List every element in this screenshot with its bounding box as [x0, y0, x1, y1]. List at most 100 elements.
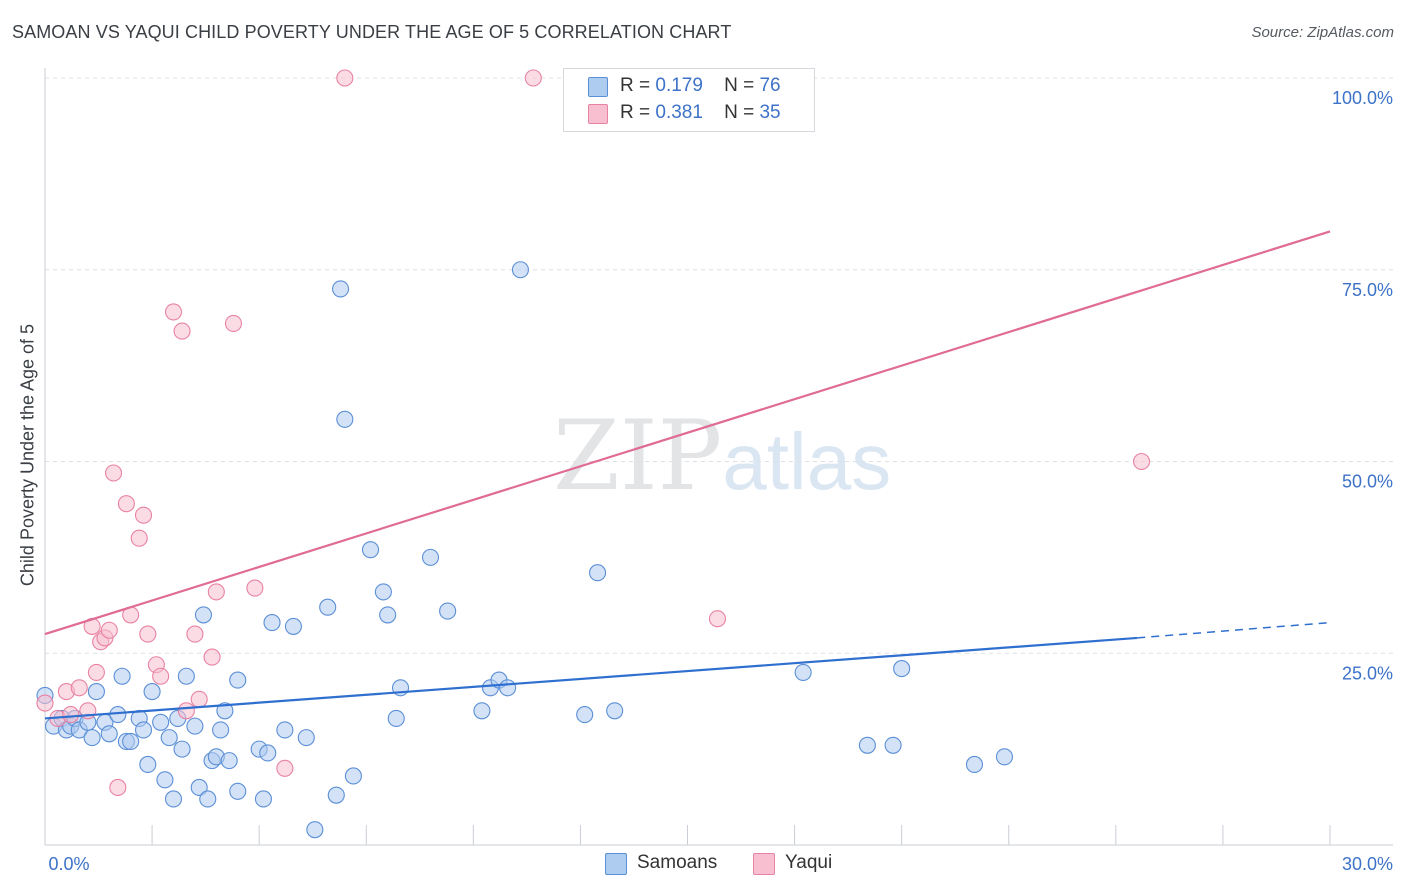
samoan-point	[319, 598, 337, 616]
samoan-point	[83, 729, 101, 747]
yaqui-point	[139, 625, 157, 643]
samoan-point	[794, 663, 812, 681]
samoan-point	[173, 740, 191, 758]
yaqui-n-value: 35	[759, 102, 781, 123]
samoan-point	[229, 782, 247, 800]
yaqui-point	[36, 694, 54, 712]
samoan-point	[263, 614, 281, 632]
samoan-point	[336, 410, 354, 428]
yaqui-point	[104, 464, 123, 482]
samoan-point	[190, 778, 208, 797]
x-tick-label: 30.0%	[1342, 854, 1393, 874]
samoan-point	[122, 732, 140, 751]
yaqui-n-label: N =	[724, 102, 755, 123]
samoan-point	[327, 786, 345, 804]
samoan-point	[276, 721, 294, 739]
yaqui-point	[117, 495, 135, 513]
y-tick-label: 50.0%	[1342, 472, 1393, 492]
yaqui-swatch	[588, 104, 608, 124]
samoans-swatch	[588, 77, 608, 97]
bottom-samoans-label: Samoans	[637, 852, 718, 873]
yaqui-point	[190, 690, 208, 708]
yaqui-point	[134, 506, 153, 524]
samoan-point	[284, 617, 302, 635]
chart-title: SAMOAN VS YAQUI CHILD POVERTY UNDER THE …	[12, 22, 732, 42]
yaqui-point	[207, 583, 225, 601]
samoan-point	[152, 713, 170, 731]
yaqui-point	[708, 610, 727, 628]
samoan-point	[297, 729, 315, 747]
x-tick-label: 0.0%	[48, 854, 89, 874]
samoan-point	[186, 717, 204, 735]
samoans-n-label: N =	[724, 75, 755, 96]
samoan-point	[473, 702, 491, 720]
yaqui-point	[173, 322, 191, 340]
samoan-point	[139, 755, 157, 774]
samoan-point	[361, 541, 380, 559]
yaqui-point	[70, 679, 88, 697]
samoan-point	[229, 671, 247, 689]
samoan-point	[194, 606, 213, 624]
watermark-zip: ZIP	[553, 400, 723, 512]
samoan-point	[884, 736, 902, 754]
y-axis-label: Child Poverty Under the Age of 5	[17, 323, 38, 587]
samoan-point	[87, 683, 105, 701]
yaqui-r-value: 0.381	[655, 102, 703, 123]
yaqui-point	[186, 625, 204, 643]
samoan-point	[113, 667, 131, 685]
samoan-point	[344, 767, 362, 785]
samoan-point	[576, 706, 594, 724]
samoan-point	[421, 548, 440, 566]
yaqui-r-label: R =	[620, 102, 651, 123]
yaqui-point	[224, 314, 243, 332]
yaqui-point	[1132, 452, 1151, 471]
samoan-point	[306, 821, 324, 839]
samoan-point	[164, 790, 183, 808]
samoan-point	[212, 721, 230, 739]
yaqui-point	[109, 778, 127, 797]
samoan-point	[439, 602, 457, 620]
yaqui-point	[87, 663, 105, 681]
yaqui-point	[524, 69, 542, 87]
yaqui-point	[177, 702, 195, 720]
yaqui-point	[336, 69, 354, 87]
samoan-point	[100, 725, 118, 743]
samoan-point	[331, 280, 350, 298]
yaqui-point	[164, 303, 183, 321]
samoan-point	[134, 721, 153, 739]
samoans-r-value: 0.179	[655, 75, 703, 96]
y-tick-label: 25.0%	[1342, 663, 1393, 683]
samoan-point	[259, 744, 277, 762]
yaqui-point	[246, 579, 264, 597]
yaqui-point	[276, 759, 294, 777]
samoan-point	[199, 790, 217, 808]
samoan-point	[109, 706, 127, 724]
samoan-point	[160, 729, 178, 747]
samoans-n-value: 76	[759, 75, 781, 96]
y-tick-label: 75.0%	[1342, 280, 1393, 300]
samoan-point	[156, 771, 174, 789]
yaqui-point	[62, 706, 80, 724]
y-tick-label: 100.0%	[1332, 88, 1393, 108]
bottom-yaqui-label: Yaqui	[785, 852, 833, 873]
samoan-point	[177, 667, 195, 685]
samoan-point	[893, 660, 911, 678]
yaqui-trend-line	[44, 230, 1331, 636]
samoan-point	[254, 790, 273, 808]
samoan-point	[387, 709, 405, 727]
samoan-point	[511, 261, 530, 279]
samoan-point	[995, 748, 1014, 766]
samoan-point	[858, 736, 876, 754]
samoans-trend-extension	[1137, 621, 1331, 639]
samoan-point	[143, 683, 161, 701]
samoan-point	[216, 702, 234, 720]
samoans-trend-line	[44, 636, 1138, 720]
samoan-point	[220, 752, 238, 770]
samoan-point	[379, 606, 397, 624]
yaqui-point	[203, 648, 221, 666]
samoan-point	[588, 564, 607, 582]
bottom-samoans-swatch	[605, 853, 627, 875]
source-label: Source: ZipAtlas.com	[1251, 24, 1394, 41]
correlation-legend: R = 0.179 N = 76 R = 0.381 N = 35	[563, 68, 815, 132]
